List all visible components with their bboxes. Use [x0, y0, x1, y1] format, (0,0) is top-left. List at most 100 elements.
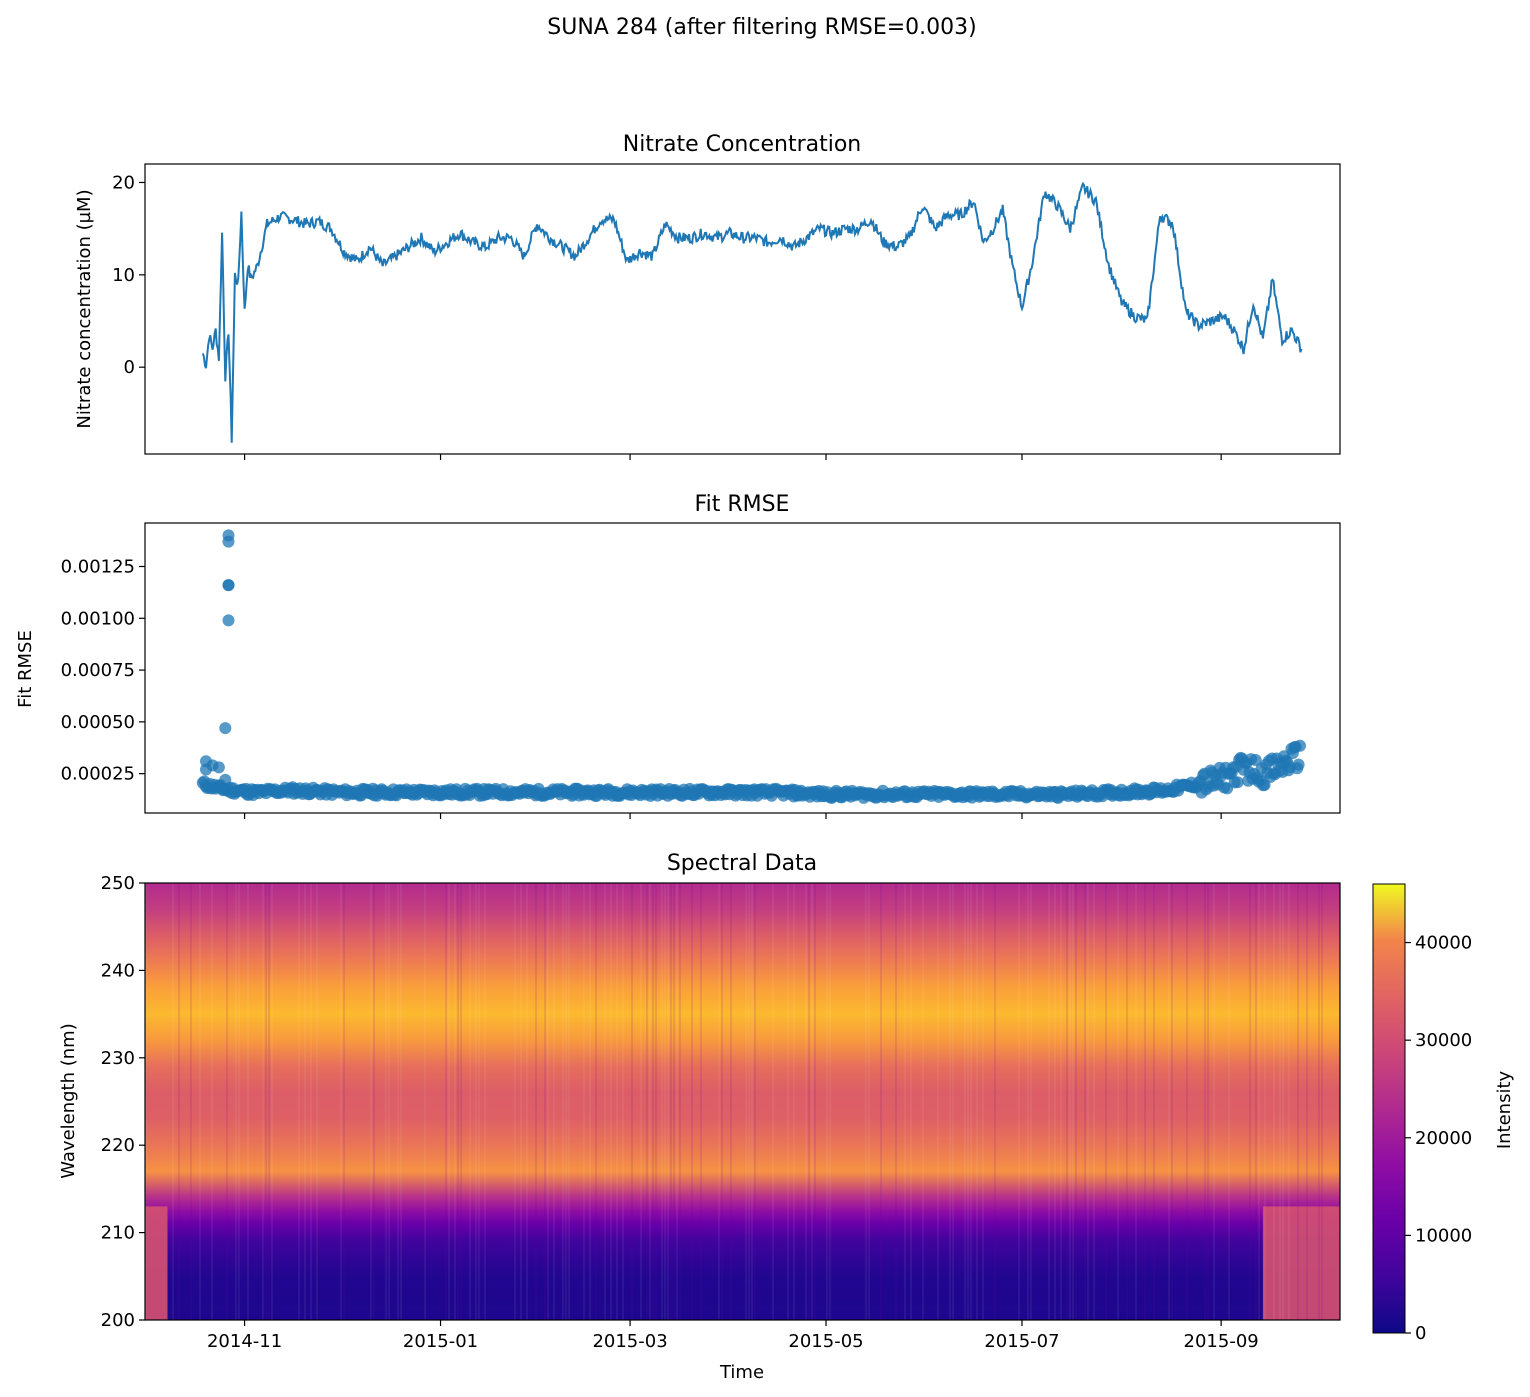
heatmap-stripe: [721, 883, 723, 1320]
heatmap-stripe: [1093, 883, 1095, 1320]
heatmap-stripe: [583, 883, 585, 1320]
rmse-point: [1294, 739, 1306, 752]
heatmap-stripe: [226, 883, 228, 1320]
heatmap-stripe: [904, 883, 906, 1320]
nitrate-title: Nitrate Concentration: [623, 132, 862, 157]
heatmap-stripe: [1258, 883, 1260, 1320]
heatmap-stripe: [145, 883, 147, 1320]
rmse-outlier-point: [222, 529, 235, 542]
colorbar-gradient: [1372, 883, 1406, 1334]
heatmap-stripe: [745, 883, 747, 1320]
heatmap-stripe: [880, 883, 882, 1320]
heatmap-stripe: [475, 883, 477, 1320]
heatmap-stripe: [211, 883, 213, 1320]
heatmap-stripe: [262, 883, 264, 1320]
heatmap-stripe: [1186, 883, 1188, 1320]
heatmap-stripe: [754, 883, 756, 1320]
heatmap-stripe: [1144, 883, 1146, 1320]
low-band-bright-region: [1262, 1206, 1340, 1320]
heatmap-stripe: [304, 883, 306, 1320]
heatmap-stripe: [1282, 883, 1284, 1320]
heatmap-stripe: [1255, 883, 1257, 1320]
colorbar-tick-label-40000: 40000: [1415, 933, 1472, 954]
y-tick-label-0.00125: 0.00125: [61, 557, 135, 578]
rmse-outlier-point: [212, 761, 225, 774]
spectral-ylabel: Wavelength (nm): [58, 1023, 79, 1179]
heatmap-stripe: [1117, 883, 1119, 1320]
heatmap-stripe: [1279, 883, 1281, 1320]
heatmap-stripe: [1207, 883, 1209, 1320]
heatmap-stripe: [1204, 883, 1206, 1320]
heatmap-stripe: [388, 883, 390, 1320]
figure-suptitle: SUNA 284 (after filtering RMSE=0.003): [547, 15, 977, 40]
heatmap-stripe: [691, 883, 693, 1320]
heatmap-base: [145, 883, 1340, 1320]
spectral-xlabel: Time: [719, 1362, 764, 1383]
rmse-outlier-point: [219, 722, 232, 735]
heatmap-stripe: [589, 883, 591, 1320]
heatmap-stripe: [1135, 883, 1137, 1320]
y-tick-label-0.00100: 0.00100: [61, 608, 135, 629]
y-tick-label-210: 210: [101, 1223, 135, 1244]
heatmap-stripe: [805, 883, 807, 1320]
heatmap-stripe: [1084, 883, 1086, 1320]
heatmap-stripe: [454, 883, 456, 1320]
heatmap-stripe: [370, 883, 372, 1320]
heatmap-stripe: [1321, 883, 1323, 1320]
heatmap-stripe: [457, 883, 459, 1320]
heatmap-stripe: [652, 883, 654, 1320]
heatmap-stripe: [1030, 883, 1032, 1320]
heatmap-stripe: [595, 883, 597, 1320]
heatmap-stripe: [268, 883, 270, 1320]
rmse-title: Fit RMSE: [695, 492, 790, 517]
heatmap-stripe: [937, 883, 939, 1320]
rmse-outlier-point: [219, 773, 232, 786]
rmse-panel: Fit RMSE Fit RMSE 0.000250.000500.000750…: [15, 492, 1341, 819]
heatmap-stripe: [1018, 883, 1020, 1320]
y-tick-label-0.00050: 0.00050: [61, 712, 135, 733]
heatmap-stripe: [676, 883, 678, 1320]
y-tick-label-0: 0: [124, 357, 135, 378]
colorbar-tick-label-30000: 30000: [1415, 1030, 1472, 1051]
heatmap-stripe: [772, 883, 774, 1320]
heatmap-stripe: [622, 883, 624, 1320]
heatmap-stripe: [526, 883, 528, 1320]
heatmap-stripe: [895, 883, 897, 1320]
heatmap-stripe: [970, 883, 972, 1320]
heatmap-stripe: [1105, 883, 1107, 1320]
heatmap-stripe: [604, 883, 606, 1320]
heatmap-stripe: [1069, 883, 1071, 1320]
heatmap-stripe: [673, 883, 675, 1320]
heatmap-stripe: [664, 883, 666, 1320]
heatmap-stripe: [1228, 883, 1230, 1320]
rmse-point: [1292, 758, 1305, 771]
heatmap-stripe: [808, 883, 810, 1320]
heatmap-stripe: [397, 883, 399, 1320]
nitrate-panel: Nitrate Concentration Nitrate concentrat…: [74, 132, 1341, 460]
spectral-y-axis: 200 210 220 230 240 250: [101, 873, 145, 1331]
x-tick-label-2014-11: 2014-11: [207, 1331, 282, 1352]
heatmap-stripe: [868, 883, 870, 1320]
heatmap-stripes: [145, 883, 1323, 1320]
x-tick-label-2015-01: 2015-01: [403, 1331, 478, 1352]
heatmap-stripe: [298, 883, 300, 1320]
rmse-outlier-point: [222, 579, 235, 592]
heatmap-stripe: [679, 883, 681, 1320]
heatmap-stripe: [520, 883, 522, 1320]
heatmap-stripe: [514, 883, 516, 1320]
heatmap-stripe: [1072, 883, 1074, 1320]
rmse-point: [1249, 754, 1262, 766]
y-tick-label-230: 230: [101, 1048, 135, 1069]
heatmap-stripe: [340, 883, 342, 1320]
heatmap-stripe: [787, 883, 789, 1320]
heatmap-stripe: [748, 883, 750, 1320]
heatmap-stripe: [952, 883, 954, 1320]
heatmap-stripe: [1264, 883, 1266, 1320]
rmse-ylabel: Fit RMSE: [15, 630, 36, 708]
heatmap-stripe: [718, 883, 720, 1320]
heatmap-stripe: [445, 883, 447, 1320]
heatmap-stripe: [814, 883, 816, 1320]
rmse-x-axis: [243, 813, 1222, 819]
heatmap-stripe: [982, 883, 984, 1320]
